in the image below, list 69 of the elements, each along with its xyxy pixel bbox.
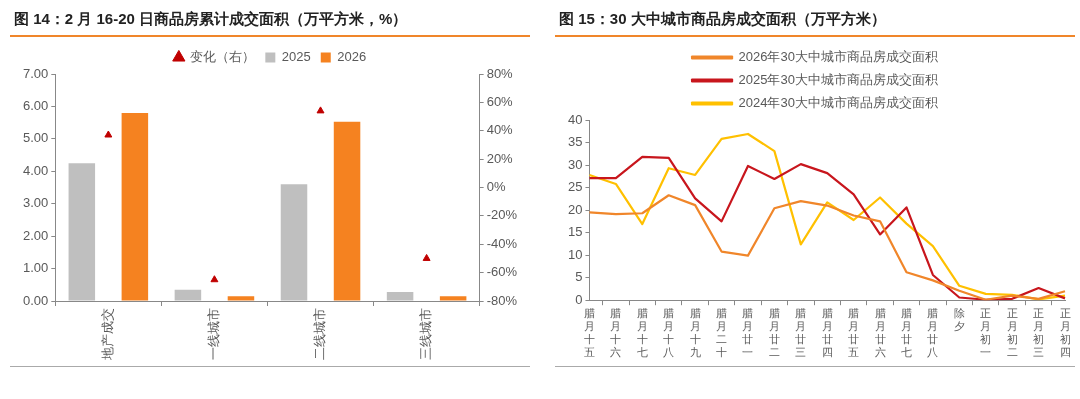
x-tick-label: 腊月十七	[636, 306, 648, 359]
y2-tick-label: -40%	[486, 235, 518, 251]
x-tick-label: 腊月十五	[583, 306, 595, 359]
y-tick-label: 1.00	[22, 260, 49, 276]
legend-label: 2026年30大中城市商品房成交面积	[738, 49, 938, 65]
x-tick-label: 腊月廿四	[821, 306, 833, 359]
y2-tick-label: -20%	[486, 207, 518, 223]
point	[422, 253, 431, 261]
y-tick-label: 6.00	[22, 98, 49, 114]
x-tick-label: 腊月廿六	[874, 306, 886, 359]
y-tick-label: 7.00	[22, 65, 49, 81]
y-tick-label: 5	[575, 269, 583, 285]
bar	[68, 163, 96, 301]
y-tick-label: 3.00	[22, 195, 49, 211]
x-tick-label: 正月初四	[1059, 306, 1071, 359]
x-tick-label: 腊月廿二	[768, 306, 780, 359]
point	[210, 275, 219, 283]
y2-tick-label: 60%	[486, 93, 514, 109]
x-tick-label: 腊月廿一	[742, 306, 754, 359]
x-tick-label: 腊月十九	[689, 306, 701, 359]
x-tick-label: 腊月二十	[716, 306, 728, 359]
legend-label: 2026	[337, 49, 367, 65]
legend-label: 变化（右）	[190, 49, 256, 65]
x-tick-label: 除夕	[953, 306, 965, 333]
bar	[386, 291, 414, 301]
x-tick-label: 三线城市	[418, 308, 434, 360]
y2-tick-label: 0%	[486, 179, 506, 195]
chart-title: 图 15：30 大中城市商品房成交面积（万平方米）	[555, 6, 1075, 37]
y-tick-label: 4.00	[22, 162, 49, 178]
bar	[280, 184, 308, 301]
x-tick-label: 一线城市	[206, 308, 222, 360]
bar	[227, 296, 255, 301]
x-tick-label: 腊月十六	[610, 306, 622, 359]
bar	[174, 289, 202, 301]
x-tick-label: 腊月廿五	[848, 306, 860, 359]
x-tick-label: 腊月十八	[663, 306, 675, 359]
y-tick-label: 0.00	[22, 292, 49, 308]
y2-tick-label: -60%	[486, 264, 518, 280]
x-tick-label: 正月初三	[1033, 306, 1045, 359]
y2-tick-label: 80%	[486, 65, 514, 81]
x-tick-label: 腊月廿三	[795, 306, 807, 359]
bar	[121, 112, 149, 301]
y-tick-label: 35	[567, 134, 583, 150]
point	[104, 130, 113, 138]
x-tick-label: 正月初二	[1006, 306, 1018, 359]
x-tick-label: 腊月廿八	[927, 306, 939, 359]
legend-label: 2025	[281, 49, 311, 65]
y-tick-label: 15	[567, 224, 583, 240]
y-tick-label: 30	[567, 156, 583, 172]
y2-tick-label: 40%	[486, 122, 514, 138]
y-tick-label: 40	[567, 111, 583, 127]
y-tick-label: 5.00	[22, 130, 49, 146]
y2-tick-label: 20%	[486, 150, 514, 166]
y-tick-label: 25	[567, 179, 583, 195]
y-tick-label: 2.00	[22, 227, 49, 243]
x-tick-label: 地产成交	[99, 308, 115, 361]
x-tick-label: 腊月廿七	[900, 306, 912, 359]
y-tick-label: 0	[575, 291, 583, 307]
y2-tick-label: -80%	[486, 292, 518, 308]
x-tick-label: 正月初一	[980, 306, 992, 359]
y-tick-label: 10	[567, 246, 583, 262]
point	[316, 106, 325, 114]
chart-title: 图 14：2 月 16-20 日商品房累计成交面积（万平方米，%）	[10, 6, 530, 37]
bar	[333, 121, 361, 301]
legend-label: 2024年30大中城市商品房成交面积	[738, 95, 938, 111]
x-tick-label: 二线城市	[312, 308, 328, 360]
y-tick-label: 20	[567, 201, 583, 217]
legend-label: 2025年30大中城市商品房成交面积	[738, 72, 938, 88]
bar	[439, 296, 467, 301]
